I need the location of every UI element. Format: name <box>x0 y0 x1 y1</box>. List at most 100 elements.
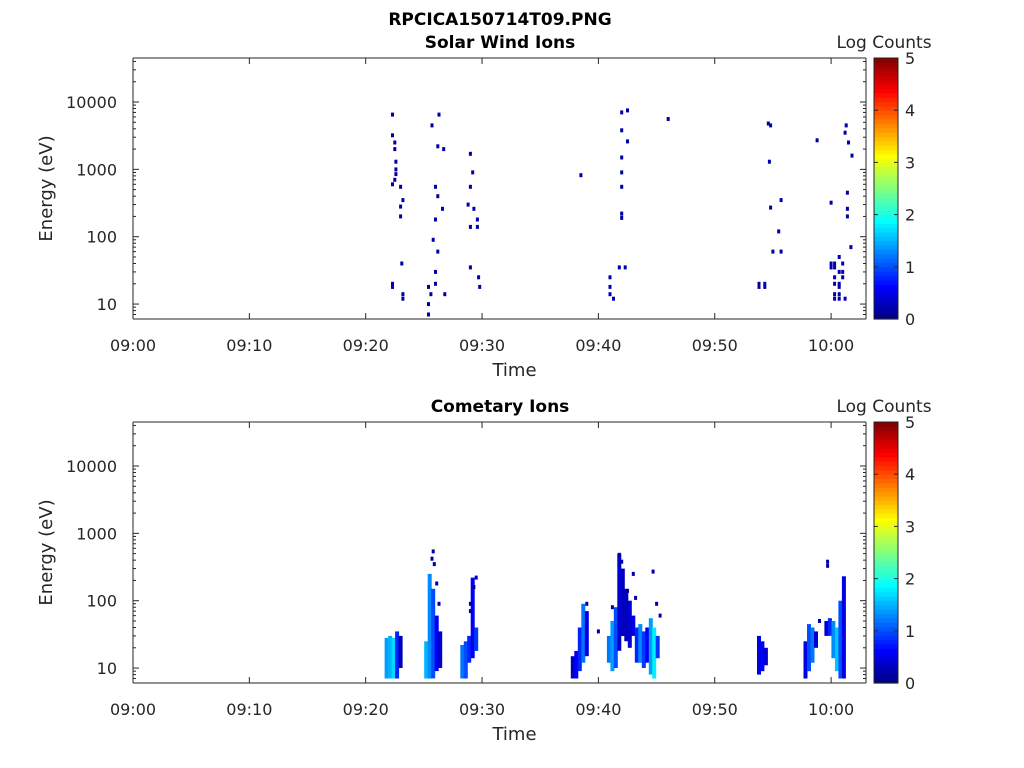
heatmap-cell <box>437 112 441 117</box>
heatmap-cell <box>626 108 629 113</box>
heatmap-cell <box>829 265 833 270</box>
colorbar-segment <box>874 262 898 268</box>
heatmap-cell <box>837 296 841 301</box>
heatmap-cell <box>429 292 433 297</box>
panel-title: Cometary Ions <box>431 397 570 417</box>
heatmap-cell <box>826 563 830 568</box>
heatmap-cell <box>620 110 624 115</box>
heatmap-cell <box>620 128 624 133</box>
colorbar-segment <box>874 478 898 484</box>
heatmap-cell <box>577 627 582 672</box>
heatmap-cell <box>401 292 405 297</box>
heatmap-cell <box>596 629 600 634</box>
colorbar-segment <box>874 118 898 124</box>
colorbar-segment <box>874 500 898 506</box>
heatmap-cell <box>585 601 589 606</box>
heatmap-cell <box>779 198 783 203</box>
colorbar-segment <box>874 648 898 654</box>
colorbar-segment <box>874 101 898 107</box>
heatmap-cell <box>833 265 837 270</box>
heatmap-cell <box>807 624 811 672</box>
colorbar-segment <box>874 58 898 63</box>
colorbar-segment <box>874 487 898 493</box>
colorbar-segment <box>874 97 898 103</box>
heatmap-cell <box>837 284 841 289</box>
heatmap-cell <box>620 184 624 189</box>
heatmap-cell <box>831 621 836 659</box>
colorbar-segment <box>874 245 898 250</box>
heatmap-cell <box>620 155 624 160</box>
heatmap-cell <box>845 190 849 195</box>
colorbar-segment <box>874 482 898 488</box>
heatmap-cell <box>818 619 821 623</box>
y-tick-label: 10 <box>97 295 117 314</box>
x-tick-label: 09:10 <box>226 336 272 355</box>
colorbar-segment <box>874 587 898 593</box>
heatmap-cell <box>570 656 575 679</box>
heatmap-cell <box>474 575 478 580</box>
heatmap-cell <box>833 296 837 301</box>
x-tick-label: 09:00 <box>110 700 156 719</box>
colorbar-segment <box>874 465 898 471</box>
colorbar-tick-label: 3 <box>905 517 915 536</box>
heatmap-cell <box>460 645 465 679</box>
heatmap-cell <box>477 275 481 280</box>
colorbar-tick-label: 5 <box>905 49 915 68</box>
colorbar-segment <box>874 253 898 259</box>
heatmap-cell <box>434 184 437 189</box>
colorbar-segment <box>874 210 898 216</box>
heatmap-cell <box>763 647 768 666</box>
colorbar-segment <box>874 301 898 307</box>
colorbar-segment <box>874 249 898 255</box>
heatmap-cell <box>468 184 472 189</box>
colorbar-segment <box>874 582 898 588</box>
colorbar-segment <box>874 79 898 85</box>
heatmap-cell <box>824 621 829 636</box>
heatmap-cell <box>574 650 579 679</box>
colorbar-frame <box>873 57 899 320</box>
colorbar-segment <box>874 214 898 220</box>
heatmap-cell <box>658 613 662 618</box>
heatmap-cell <box>401 296 405 301</box>
heatmap-cell <box>651 569 655 574</box>
heatmap-cell <box>829 200 833 205</box>
heatmap-cell <box>652 627 657 679</box>
x-tick-label: 09:40 <box>575 336 621 355</box>
heatmap-cell <box>435 581 439 586</box>
heatmap-cell <box>431 549 435 554</box>
y-tick-label: 10 <box>97 659 117 678</box>
heatmap-cell <box>391 112 394 117</box>
x-axis-label: Time <box>491 360 536 381</box>
x-tick-label: 09:00 <box>110 336 156 355</box>
colorbar-segment <box>874 665 898 671</box>
colorbar-tick-label: 4 <box>905 465 915 484</box>
heatmap-cell <box>434 615 439 672</box>
colorbar-segment <box>874 561 898 567</box>
colorbar-segment <box>874 643 898 649</box>
colorbar-segment <box>874 236 898 242</box>
colorbar-segment <box>874 258 898 264</box>
heatmap-cell <box>438 631 443 668</box>
heatmap-cell <box>757 281 761 286</box>
heatmap-cell <box>443 292 447 297</box>
heatmap-cell <box>391 281 394 286</box>
colorbar-segment <box>874 461 898 467</box>
colorbar-segment <box>874 661 898 667</box>
colorbar-segment <box>874 140 898 146</box>
heatmap-cell <box>833 292 837 297</box>
colorbar-tick-label: 0 <box>905 674 915 693</box>
heatmap-cell <box>441 206 444 211</box>
x-tick-label: 09:20 <box>343 336 389 355</box>
heatmap-cell <box>763 284 767 289</box>
heatmap-cell <box>843 130 847 135</box>
y-tick-label: 10000 <box>66 93 117 112</box>
colorbar-segment <box>874 205 898 211</box>
heatmap-cell <box>834 627 839 672</box>
colorbar-label: Log Counts <box>836 33 931 53</box>
heatmap-cell <box>623 265 627 270</box>
colorbar-segment <box>874 530 898 536</box>
x-tick-label: 09:10 <box>226 700 272 719</box>
heatmap-cell <box>468 224 472 229</box>
heatmap-cell <box>610 605 614 610</box>
